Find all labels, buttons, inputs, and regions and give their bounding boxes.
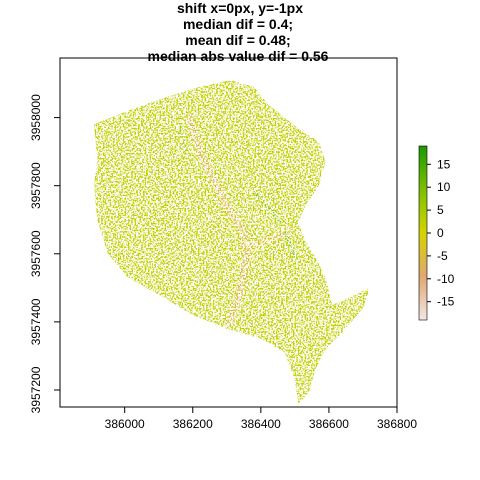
raster-feature-valley [240,229,292,251]
title-line-2: median dif = 0.4; [182,16,294,32]
raster-feature-ridge [177,122,188,154]
colorbar-tick-label: -15 [437,295,455,309]
y-axis: 3957200 3957400 3957600 3957800 3958000 [29,94,60,413]
raster-feature-valley [185,114,251,326]
colorbar-tick-label: -5 [437,249,448,263]
title-line-3: mean dif = 0.48; [185,32,291,48]
y-tick-label: 3957600 [29,230,43,277]
raster-region [94,80,370,404]
y-tick-label: 3958000 [29,94,43,141]
x-tick-label: 386200 [173,417,213,431]
raster-image [94,80,370,404]
title-line-1: shift x=0px, y=-1px [176,0,304,16]
colorbar [418,145,428,321]
raster-fill [94,80,370,404]
colorbar-tick-label: 0 [437,226,444,240]
y-tick-label: 3957400 [29,298,43,345]
colorbar-tick-label: 10 [437,180,451,194]
x-tick-label: 386000 [105,417,145,431]
y-tick-label: 3957200 [29,366,43,413]
raster-feature-ridge [283,231,297,263]
colorbar-ticks: 15 10 5 0 -5 -10 -15 [427,157,455,309]
colorbar-tick-label: 15 [437,157,451,171]
x-tick-label: 386600 [309,417,349,431]
title-line-4: median abs value dif = 0.56 [147,48,329,64]
x-tick-label: 386800 [377,417,417,431]
plot-frame [59,57,398,408]
colorbar-tick-label: 5 [437,203,444,217]
x-tick-label: 386400 [241,417,281,431]
y-tick-label: 3957800 [29,162,43,209]
raster-feature-ridge [252,191,283,225]
x-axis: 386000 386200 386400 386600 386800 [105,407,417,431]
colorbar-tick-label: -10 [437,272,455,286]
